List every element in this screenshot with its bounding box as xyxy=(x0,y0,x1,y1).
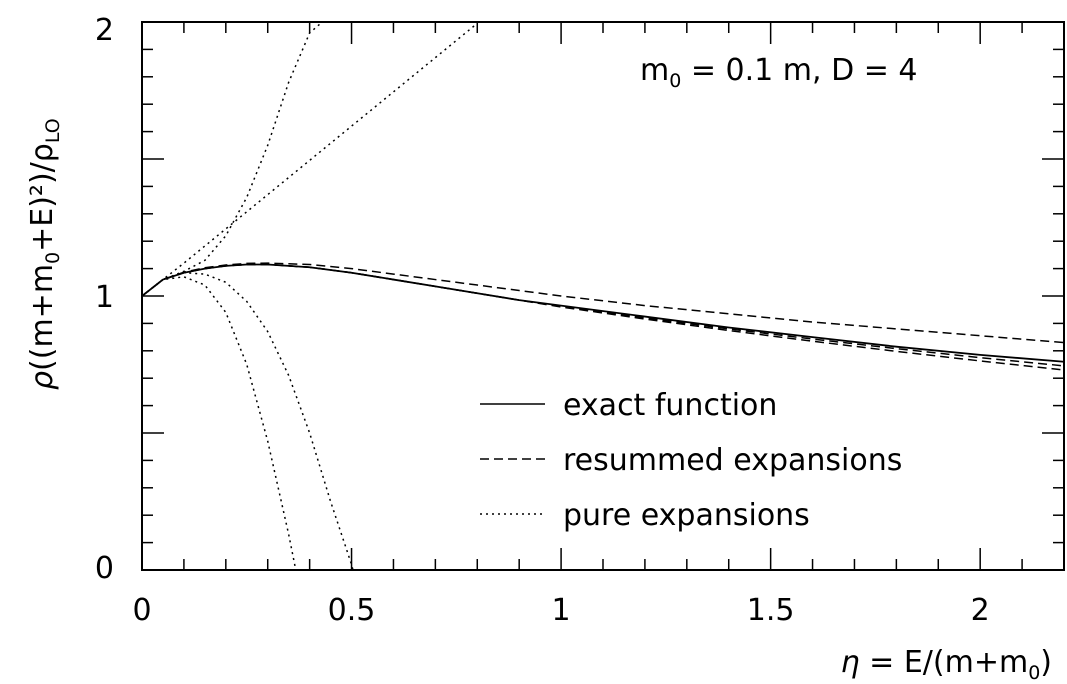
x-tick-label: 2 xyxy=(971,593,990,628)
tick-labels: 0 0.5 1 1.5 2 0 1 2 xyxy=(95,13,990,628)
legend-label: resummed expansions xyxy=(563,443,902,478)
legend-label: pure expansions xyxy=(563,498,810,533)
annotation-rest: = 0.1 m, D = 4 xyxy=(681,53,917,88)
y-axis-title: ρ((m+m0+E)²)/ρLO xyxy=(25,118,64,390)
x-axis-eta: η xyxy=(841,645,860,680)
y-tick-label: 1 xyxy=(95,280,114,315)
y-axis-rho: ρ xyxy=(25,371,60,390)
series-line-dashed xyxy=(142,262,1064,344)
annotation-main: m xyxy=(640,53,669,88)
x-axis-title-subscript: 0 xyxy=(1028,662,1040,684)
y-tick-label: 0 xyxy=(95,551,114,586)
series-layer xyxy=(142,22,1064,570)
series-line-dashed xyxy=(142,263,1064,371)
series-line-dotted xyxy=(142,271,354,570)
x-tick-label: 0 xyxy=(132,593,151,628)
x-axis-title-main: = E/(m+m xyxy=(860,645,1029,680)
series-line-solid xyxy=(142,263,1064,363)
x-tick-label: 0.5 xyxy=(328,593,376,628)
y-axis-title-subscript: 0 xyxy=(42,252,64,264)
series-line-dotted xyxy=(142,276,297,570)
x-tick-label: 1 xyxy=(552,593,571,628)
legend-label: exact function xyxy=(563,388,777,423)
axis-ticks xyxy=(141,21,1065,571)
y-axis-title-main: ((m+m xyxy=(25,264,60,371)
y-tick-label: 2 xyxy=(95,13,114,48)
x-axis-title: η = E/(m+m0) xyxy=(841,645,1052,684)
series-line-dotted xyxy=(142,22,478,297)
chart-annotation: m0 = 0.1 m, D = 4 xyxy=(640,53,917,92)
x-axis-title-end: ) xyxy=(1040,645,1052,680)
y-axis-title-mid: +E)²)/ρ xyxy=(25,143,60,252)
plot-frame xyxy=(141,21,1065,571)
series-line-dashed xyxy=(142,263,1064,367)
y-axis-title-lo: LO xyxy=(42,118,64,143)
annotation-subscript: 0 xyxy=(669,70,681,92)
legend: exact function resummed expansions pure ex… xyxy=(480,388,902,533)
series-line-dotted xyxy=(142,22,323,297)
x-tick-label: 1.5 xyxy=(747,593,795,628)
